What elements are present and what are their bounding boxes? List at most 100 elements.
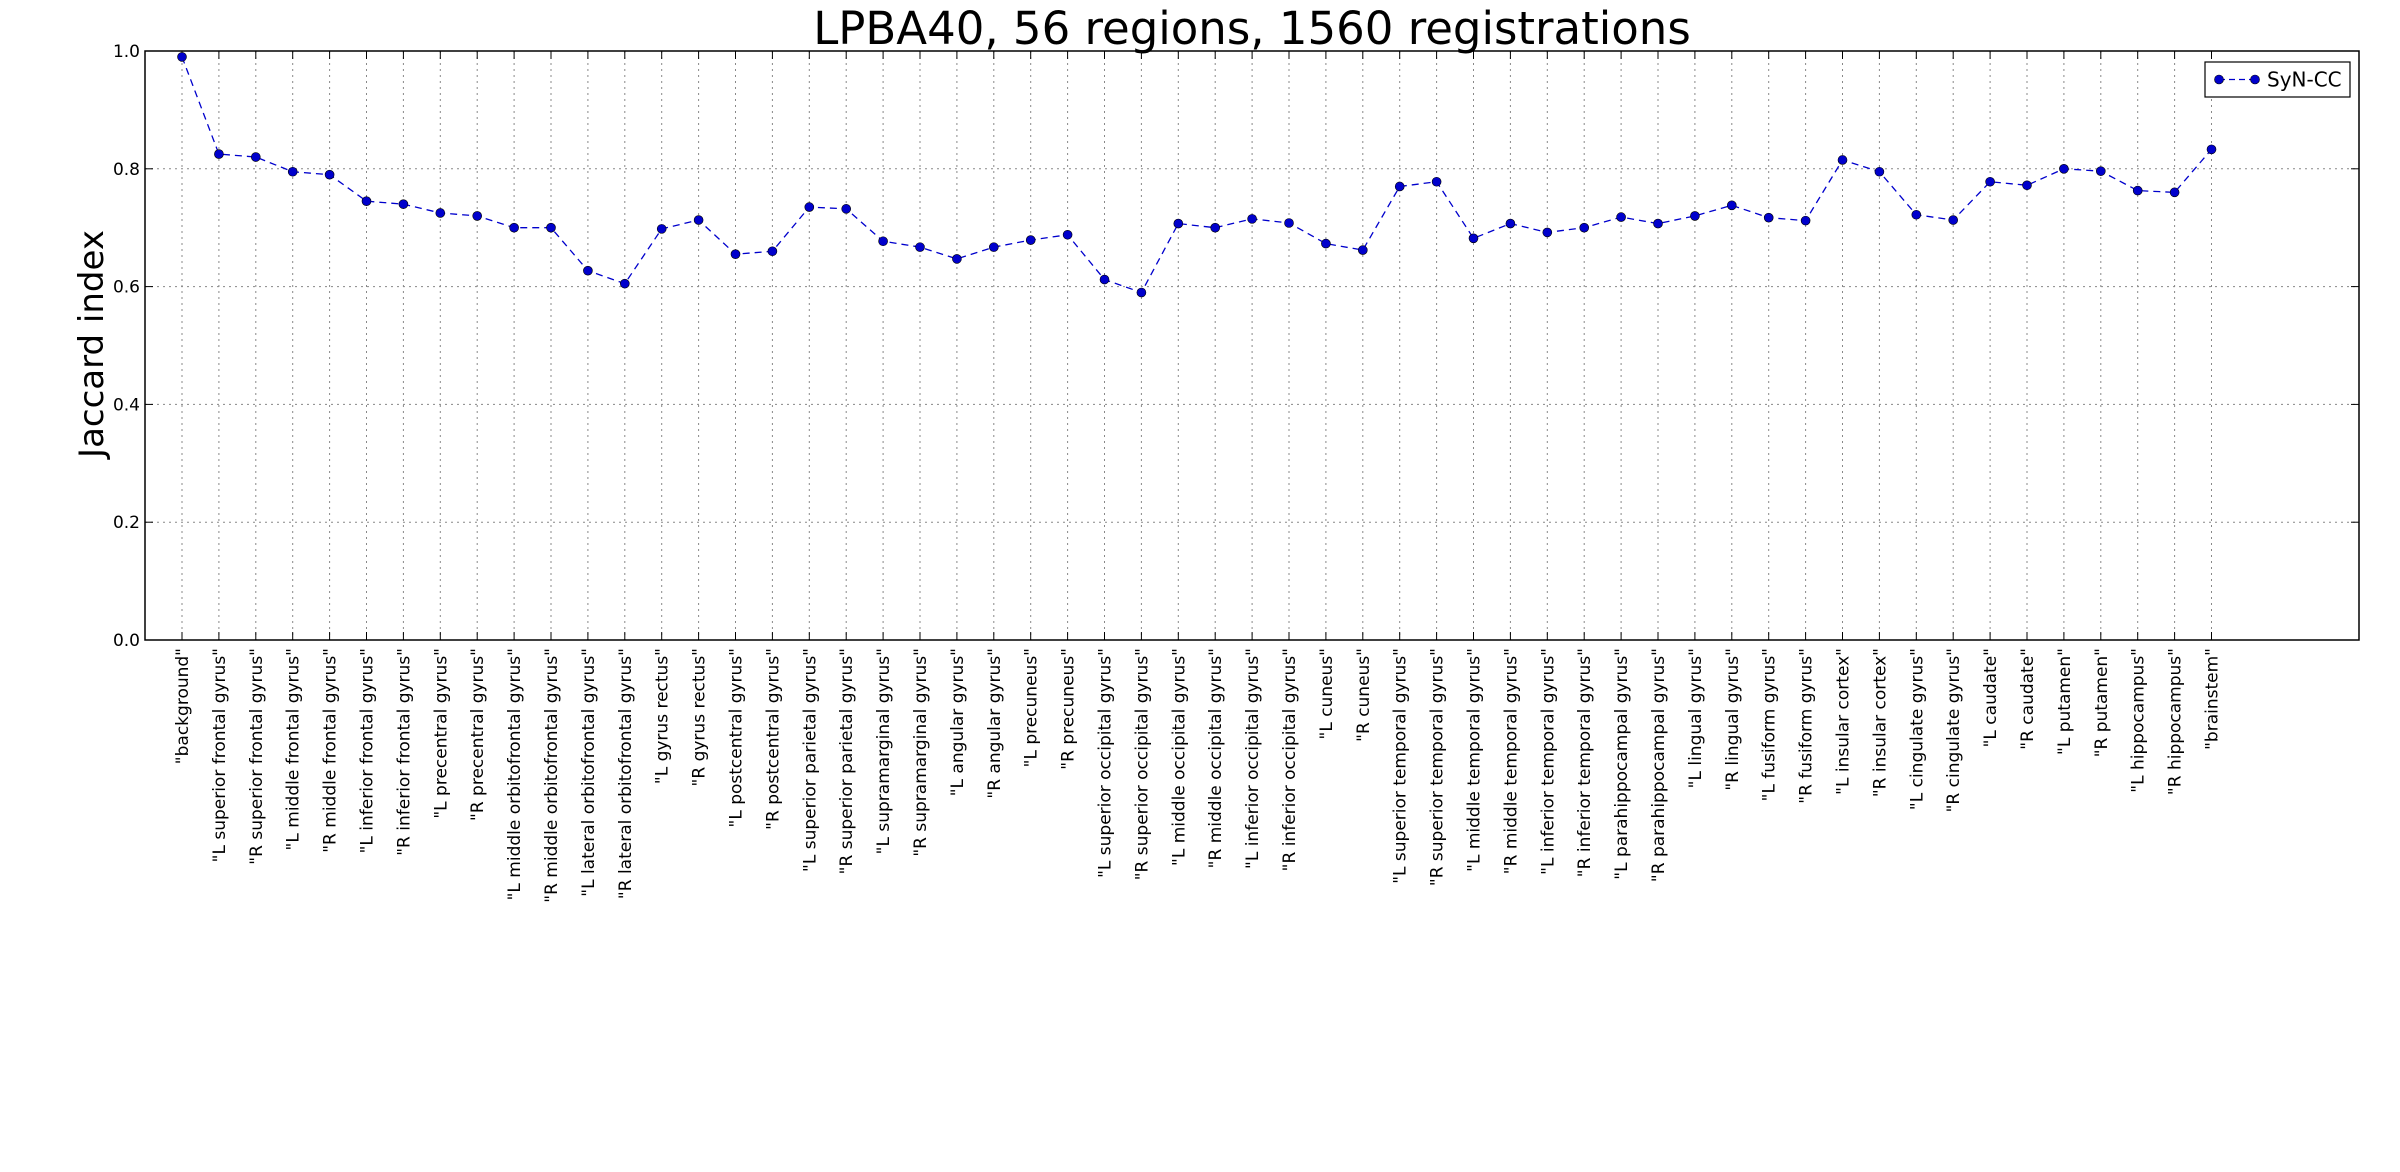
plot-frame bbox=[144, 50, 2360, 641]
x-tick-label: "L lateral orbitofrontal gyrus" bbox=[579, 648, 599, 897]
chart-title: LPBA40, 56 regions, 1560 registrations bbox=[813, 2, 1691, 55]
x-tick-label: "L fusiform gyrus" bbox=[1760, 648, 1780, 801]
y-tick-label: 0.8 bbox=[113, 160, 140, 180]
x-tick-label: "R gyrus rectus" bbox=[690, 648, 710, 786]
data-point bbox=[1358, 245, 1368, 255]
data-point bbox=[251, 152, 261, 162]
x-tick-label: "R lingual gyrus" bbox=[1723, 648, 1743, 791]
data-point bbox=[804, 202, 815, 212]
x-tick-label: "R inferior occipital gyrus" bbox=[1280, 648, 1300, 871]
y-tick-labels: 0.0 0.2 0.4 0.6 0.8 1.0 bbox=[113, 42, 140, 651]
data-point bbox=[1579, 222, 1589, 233]
data-point bbox=[1727, 200, 1737, 211]
x-tick-label: "L superior frontal gyrus" bbox=[210, 648, 230, 862]
data-point bbox=[1837, 155, 1848, 165]
data-point bbox=[2096, 166, 2106, 176]
data-point bbox=[1321, 238, 1331, 249]
data-point bbox=[915, 242, 925, 252]
x-tick-label: "L middle temporal gyrus" bbox=[1465, 648, 1485, 872]
y-tick-label: 0.6 bbox=[113, 278, 140, 298]
x-tick-label: "R lateral orbitofrontal gyrus" bbox=[616, 648, 636, 899]
x-tick-label: "R middle temporal gyrus" bbox=[1501, 648, 1521, 874]
x-tick-label: "L postcentral gyrus" bbox=[727, 648, 747, 827]
data-point bbox=[2132, 185, 2143, 196]
data-point bbox=[1505, 218, 1516, 229]
data-point bbox=[1173, 218, 1184, 229]
x-tick-label: "R hippocampus" bbox=[2166, 648, 2186, 795]
data-point bbox=[1247, 214, 1257, 224]
x-tick-label: "R precuneus" bbox=[1059, 648, 1079, 770]
data-point bbox=[361, 196, 372, 206]
data-point bbox=[1763, 212, 1774, 223]
y-tick-label: 0.0 bbox=[113, 631, 140, 651]
data-point bbox=[1431, 176, 1442, 187]
x-tick-label: "R middle occipital gyrus" bbox=[1206, 648, 1226, 868]
data-point bbox=[1948, 215, 1958, 225]
x-tick-label: "R cingulate gyrus" bbox=[1944, 648, 1964, 812]
data-point bbox=[767, 246, 778, 257]
x-tick-label: "R postcentral gyrus" bbox=[763, 648, 783, 830]
data-point bbox=[1468, 233, 1479, 244]
x-tick-label: "R angular gyrus" bbox=[985, 648, 1005, 799]
data-point bbox=[398, 199, 409, 209]
grid-lines bbox=[145, 50, 2359, 641]
data-point bbox=[2059, 164, 2069, 174]
x-tick-label: "L supramarginal gyrus" bbox=[874, 648, 894, 854]
x-tick-label: "R superior occipital gyrus" bbox=[1132, 648, 1152, 880]
legend-marker bbox=[2250, 74, 2260, 85]
x-tick-label: "L cingulate gyrus" bbox=[1907, 648, 1927, 810]
data-point bbox=[324, 169, 335, 180]
data-point bbox=[1616, 212, 1626, 222]
x-tick-label: "R fusiform gyrus" bbox=[1797, 648, 1817, 804]
data-point bbox=[1874, 166, 1885, 177]
legend-marker bbox=[2214, 74, 2224, 85]
x-tick-label: "R insular cortex" bbox=[1870, 648, 1890, 797]
x-tick-label: "L lingual gyrus" bbox=[1686, 648, 1706, 788]
data-point bbox=[1284, 218, 1294, 228]
x-tick-label: "L caudate" bbox=[1981, 648, 2001, 747]
data-point bbox=[509, 222, 519, 233]
data-point bbox=[1690, 211, 1700, 221]
y-tick-label: 1.0 bbox=[113, 42, 140, 62]
data-point bbox=[841, 204, 852, 214]
x-tick-label: "L gyrus rectus" bbox=[653, 648, 673, 784]
data-point bbox=[730, 249, 741, 260]
x-tick-label: "L hippocampus" bbox=[2129, 648, 2149, 793]
data-point bbox=[1653, 218, 1663, 229]
x-tick-label: "L middle frontal gyrus" bbox=[284, 648, 304, 850]
x-tick-label: "R precentral gyrus" bbox=[468, 648, 488, 821]
data-point bbox=[2022, 180, 2032, 191]
data-point bbox=[1099, 274, 1110, 285]
data-point bbox=[177, 52, 187, 62]
x-tick-label: "L insular cortex" bbox=[1834, 648, 1854, 795]
x-tick-label: "R inferior temporal gyrus" bbox=[1575, 648, 1595, 877]
data-point bbox=[2206, 144, 2217, 155]
x-tick-label: "R middle frontal gyrus" bbox=[321, 648, 341, 853]
data-point bbox=[1800, 215, 1811, 226]
data-point bbox=[1911, 209, 1922, 220]
x-tick-label: "R superior temporal gyrus" bbox=[1428, 648, 1448, 886]
x-tick-label: "L precuneus" bbox=[1022, 648, 1042, 767]
x-tick-label: "R caudate" bbox=[2018, 648, 2038, 750]
data-point bbox=[1062, 229, 1073, 240]
x-tick-label: "R putamen" bbox=[2092, 648, 2112, 757]
x-tick-label: "background" bbox=[173, 648, 193, 764]
x-tick-label: "L superior occipital gyrus" bbox=[1096, 648, 1116, 878]
x-tick-label: "R parahippocampal gyrus" bbox=[1649, 648, 1669, 882]
data-point bbox=[435, 208, 446, 218]
y-tick-label: 0.4 bbox=[113, 395, 140, 415]
x-tick-label: "R superior parietal gyrus" bbox=[837, 648, 857, 874]
x-tick-label: "L cuneus" bbox=[1317, 648, 1337, 740]
x-tick-label: "brainstem" bbox=[2203, 648, 2223, 750]
x-tick-label: "L inferior occipital gyrus" bbox=[1243, 648, 1263, 869]
data-point bbox=[472, 211, 483, 221]
x-tick-label: "L superior parietal gyrus" bbox=[800, 648, 820, 872]
data-point bbox=[1210, 222, 1220, 233]
data-point bbox=[656, 224, 667, 234]
data-point bbox=[287, 166, 298, 177]
y-axis-label: Jaccard index bbox=[72, 230, 112, 460]
x-tick-label: "R inferior frontal gyrus" bbox=[394, 648, 414, 856]
x-tick-label: "L putamen" bbox=[2055, 648, 2075, 755]
x-tick-label: "L superior temporal gyrus" bbox=[1391, 648, 1411, 884]
